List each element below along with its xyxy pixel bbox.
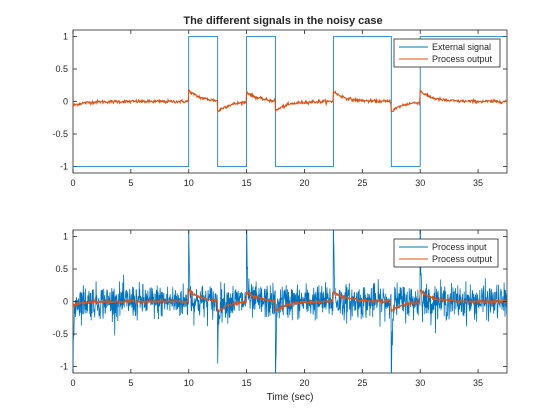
- legend-label-process-output: Process output: [432, 54, 493, 64]
- x-tick-label: 0: [70, 178, 75, 188]
- x-tick-label: 5: [128, 378, 133, 388]
- x-tick-label: 5: [128, 178, 133, 188]
- x-tick-label: 15: [242, 378, 252, 388]
- top-axes-ticks: 0 5 10 15 20 25 30 35 -1 -0.5 0 0.5 1: [52, 30, 507, 188]
- y-tick-label: 0.5: [55, 64, 68, 74]
- x-tick-label: 30: [415, 378, 425, 388]
- y-tick-label: -1: [60, 162, 68, 172]
- x-tick-label: 0: [70, 378, 75, 388]
- x-tick-label: 20: [299, 178, 309, 188]
- x-axis-label: Time (sec): [267, 392, 314, 403]
- legend-label-process-input: Process input: [432, 242, 487, 252]
- series-line-process-input: [73, 230, 507, 373]
- legend-label-process-output-bottom: Process output: [432, 254, 493, 264]
- legend-label-external-signal: External signal: [432, 42, 491, 52]
- x-tick-label: 10: [184, 378, 194, 388]
- x-tick-label: 25: [357, 178, 367, 188]
- x-tick-label: 25: [357, 378, 367, 388]
- bottom-axes: 0 5 10 15 20 25 30 35 -1 -0.5 0 0.5 1 Process input …: [52, 229, 508, 388]
- y-tick-label: 0: [63, 97, 68, 107]
- x-tick-label: 10: [184, 178, 194, 188]
- bottom-axes-ticks: 0 5 10 15 20 25 30 35 -1 -0.5 0 0.5 1: [52, 230, 507, 388]
- bottom-plot-area: [73, 230, 507, 373]
- chart-title: The different signals in the noisy case: [183, 15, 382, 27]
- y-tick-label: 0.5: [55, 264, 68, 274]
- y-tick-label: 1: [63, 32, 68, 42]
- y-tick-label: -0.5: [52, 129, 68, 139]
- y-tick-label: 0: [63, 297, 68, 307]
- top-legend: External signal Process output: [393, 38, 501, 68]
- top-axes: 0 5 10 15 20 25 30 35 -1 -0.5 0 0.5 1 External signa…: [52, 29, 508, 188]
- top-legend-box: [393, 38, 501, 68]
- x-tick-label: 35: [473, 378, 483, 388]
- bottom-legend: Process input Process output: [393, 238, 499, 268]
- series-line-process-output: [73, 288, 507, 313]
- x-tick-label: 35: [473, 178, 483, 188]
- y-tick-label: -0.5: [52, 329, 68, 339]
- x-tick-label: 15: [242, 178, 252, 188]
- top-plot-area: [73, 36, 507, 167]
- series-line-process-output: [73, 88, 507, 114]
- x-tick-label: 30: [415, 178, 425, 188]
- x-tick-label: 20: [299, 378, 309, 388]
- y-tick-label: 1: [63, 232, 68, 242]
- bottom-legend-box: [393, 238, 499, 268]
- y-tick-label: -1: [60, 362, 68, 372]
